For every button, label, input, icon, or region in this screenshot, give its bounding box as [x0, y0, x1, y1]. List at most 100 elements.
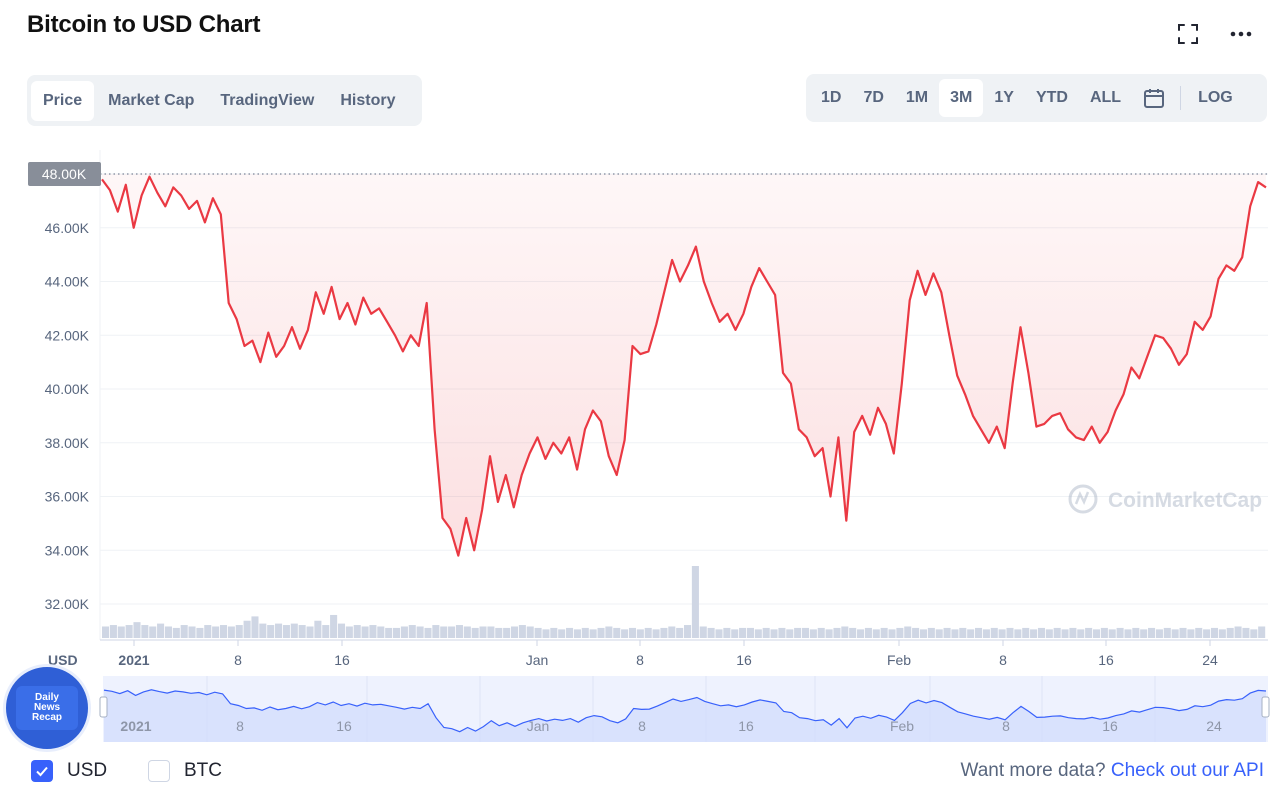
volume-bar — [510, 626, 519, 638]
volume-bar — [605, 626, 613, 638]
volume-bar — [597, 627, 605, 638]
more-options-icon[interactable] — [1227, 20, 1255, 48]
volume-bar — [817, 627, 825, 638]
calendar-icon[interactable] — [1134, 79, 1174, 117]
volume-bar — [463, 626, 471, 638]
volume-bar — [219, 625, 228, 638]
volume-bar — [172, 627, 180, 638]
volume-bar — [1132, 627, 1140, 638]
usd-checkbox[interactable] — [31, 760, 53, 782]
volume-bar — [636, 629, 644, 638]
x-axis-ticks: 2021 8 16 Jan 8 16 Feb 8 16 24 — [118, 640, 1218, 668]
navigator-left-handle — [99, 696, 108, 718]
range-1d[interactable]: 1D — [821, 89, 842, 106]
usd-label: USD — [67, 760, 108, 781]
navigator-x-tick-label: Jan — [527, 718, 550, 734]
y-axis-ticks: 46.00K 44.00K 42.00K 40.00K 38.00K 36.00K 34.0… — [45, 220, 90, 612]
btc-checkbox[interactable] — [148, 760, 170, 782]
volume-bar — [369, 625, 377, 638]
btc-label: BTC — [184, 760, 222, 781]
tab-market-cap[interactable]: Market Cap — [108, 91, 195, 109]
volume-bar — [204, 625, 212, 638]
x-tick-label: 16 — [334, 652, 350, 668]
navigator-x-tick-label: Feb — [890, 718, 914, 734]
x-tick-label: 8 — [636, 652, 644, 668]
volume-bar — [825, 629, 833, 638]
log-scale-toggle[interactable]: LOG — [1198, 89, 1233, 106]
x-tick-label: 16 — [736, 652, 752, 668]
volume-bar — [762, 627, 770, 638]
badge-line-2: News — [33, 702, 61, 713]
volume-bar — [1022, 627, 1030, 638]
volume-bar — [1218, 629, 1226, 638]
legend-btc[interactable]: BTC — [148, 760, 222, 782]
legend-usd[interactable]: USD — [31, 760, 107, 782]
range-3m[interactable]: 3M — [939, 79, 984, 117]
volume-bar — [1203, 629, 1211, 638]
volume-bar — [794, 627, 802, 638]
volume-bar — [566, 627, 574, 638]
volume-bar — [102, 626, 110, 638]
volume-bar — [778, 627, 786, 638]
range-all[interactable]: ALL — [1089, 89, 1122, 106]
volume-bar — [723, 627, 731, 638]
volume-bar — [951, 629, 959, 638]
volume-bar — [904, 626, 912, 638]
tab-tradingview[interactable]: TradingView — [220, 91, 315, 109]
volume-bar — [212, 626, 220, 638]
tab-history[interactable]: History — [340, 91, 396, 109]
volume-bar — [487, 626, 495, 638]
volume-bar — [1187, 629, 1195, 638]
volume-bar — [180, 625, 188, 638]
volume-bar — [408, 625, 416, 638]
current-price-label-bg — [28, 162, 101, 186]
volume-bar — [149, 626, 157, 638]
volume-bar — [227, 626, 235, 638]
volume-bars — [102, 566, 1266, 638]
range-1m[interactable]: 1M — [905, 89, 929, 106]
volume-bar — [361, 626, 369, 638]
volume-bar — [267, 625, 275, 638]
volume-bar — [1155, 629, 1163, 638]
volume-bar — [518, 625, 526, 638]
fullscreen-icon[interactable] — [1174, 20, 1202, 48]
volume-bar — [613, 627, 621, 638]
volume-bar — [872, 629, 880, 638]
volume-bar — [896, 627, 904, 638]
daily-news-recap-logo: Daily News Recap — [3, 664, 91, 752]
x-tick-label: Feb — [887, 652, 911, 668]
navigator-x-tick-label: 16 — [1102, 718, 1118, 734]
volume-bar — [1242, 627, 1250, 638]
volume-bar — [455, 625, 463, 638]
chart-type-tabs: Price Market Cap TradingView History — [27, 75, 422, 126]
volume-bar — [1037, 627, 1045, 638]
navigator-x-tick-label: 16 — [738, 718, 754, 734]
volume-bar — [290, 623, 298, 638]
volume-bar — [731, 629, 739, 638]
y-tick-label: 34.00K — [45, 542, 90, 558]
volume-bar — [990, 627, 998, 638]
volume-bar — [424, 627, 432, 638]
volume-bar — [330, 614, 338, 638]
api-link[interactable]: Check out our API — [1110, 760, 1264, 781]
volume-bar — [243, 620, 251, 638]
volume-bar — [715, 629, 723, 638]
watermark-text: CoinMarketCap — [1108, 489, 1262, 512]
range-ytd[interactable]: YTD — [1035, 89, 1068, 106]
volume-bar — [345, 626, 353, 638]
volume-bar — [1108, 629, 1116, 638]
volume-bar — [322, 625, 330, 638]
volume-bar — [259, 623, 267, 638]
volume-bar — [275, 623, 283, 638]
price-chart[interactable]: 46.00K 44.00K 42.00K 40.00K 38.00K 36.00K 34.0… — [0, 140, 1280, 752]
navigator-x-tick-label: 16 — [336, 718, 352, 734]
range-7d[interactable]: 7D — [863, 89, 884, 106]
volume-bar — [943, 627, 951, 638]
navigator-x-ticks: 2021 8 16 Jan 8 16 Feb 8 16 24 — [120, 718, 1222, 734]
volume-bar — [1014, 629, 1022, 638]
range-1y[interactable]: 1Y — [994, 89, 1014, 106]
x-tick-label: 16 — [1098, 652, 1114, 668]
navigator-x-tick-label: 8 — [638, 718, 646, 734]
tab-price[interactable]: Price — [31, 80, 95, 121]
volume-bar — [621, 629, 629, 638]
